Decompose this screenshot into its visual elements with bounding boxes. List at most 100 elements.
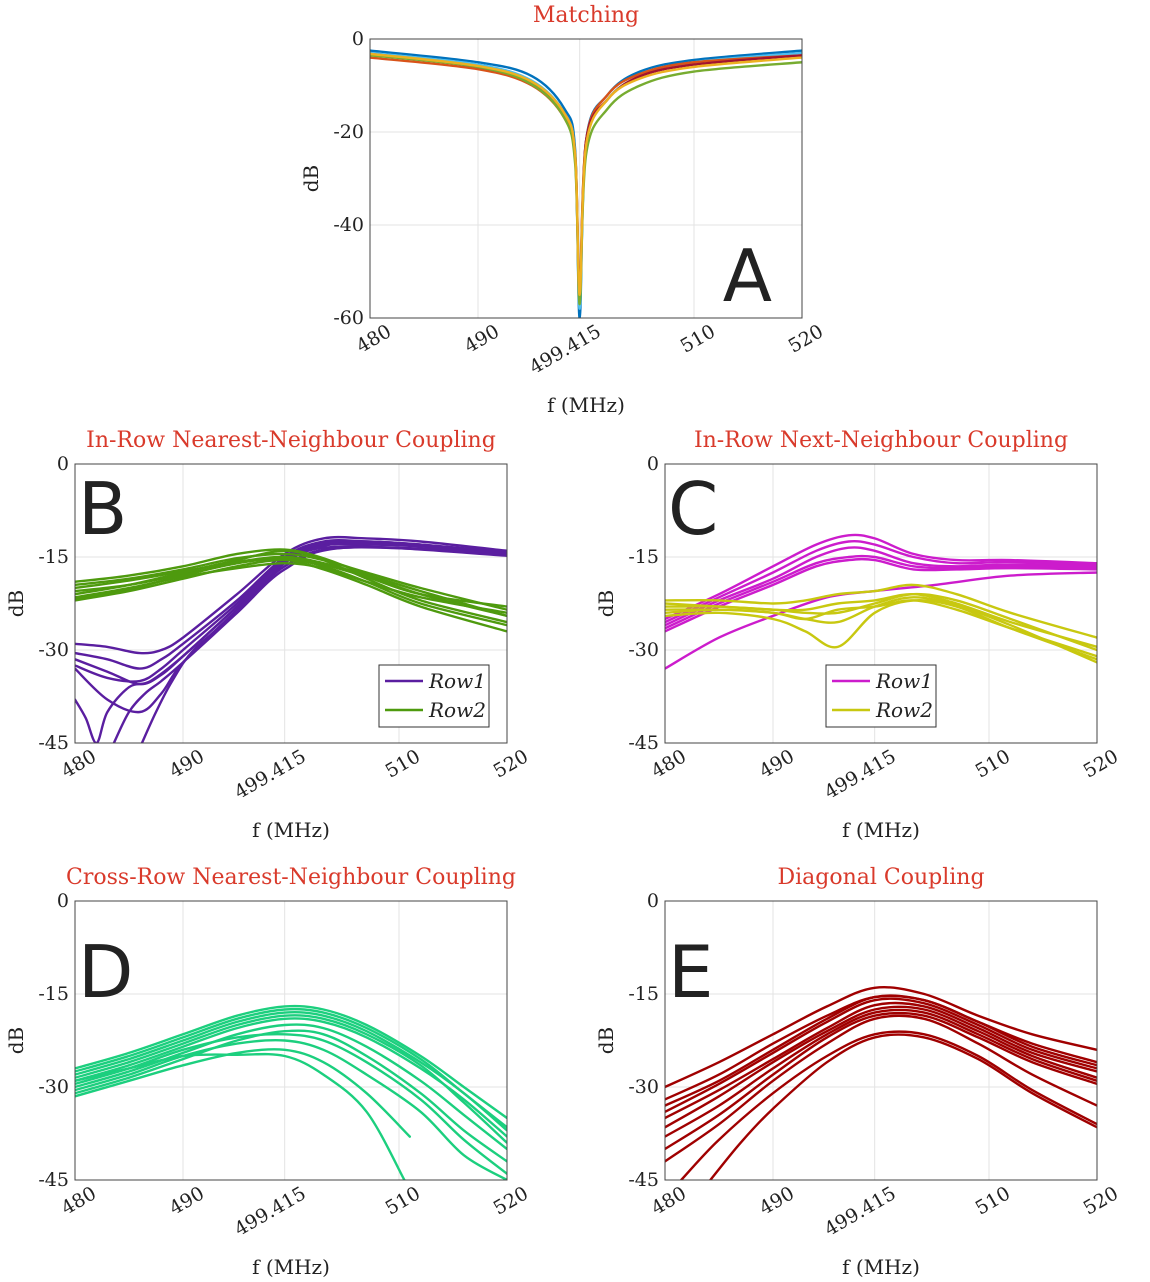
- x-tick-label: 520: [490, 1182, 532, 1219]
- y-tick-label: -15: [38, 546, 69, 568]
- legend-label: Row1: [875, 669, 933, 693]
- y-tick-label: -15: [628, 983, 659, 1005]
- series-group: [665, 986, 1097, 1180]
- series-line-4: [665, 554, 1097, 630]
- series-line-4: [75, 540, 507, 683]
- series-line-10: [709, 1033, 1097, 1180]
- y-tick-label: -15: [628, 546, 659, 568]
- y-axis-label: dB: [4, 1027, 28, 1055]
- series-group: [75, 1004, 507, 1180]
- y-tick-label: -45: [38, 732, 69, 754]
- series-line-12: [75, 558, 507, 633]
- chart-title: Cross-Row Nearest-Neighbour Coupling: [66, 865, 516, 890]
- legend-label: Row2: [875, 698, 933, 722]
- series-line-9: [680, 1030, 1097, 1180]
- series-line-4: [665, 1001, 1097, 1120]
- y-tick-label: 0: [57, 453, 69, 475]
- y-tick-label: 0: [647, 453, 659, 475]
- legend: Row1 Row2: [378, 664, 490, 728]
- chart-title: In-Row Next-Neighbour Coupling: [694, 428, 1068, 453]
- x-tick-label: 510: [382, 745, 424, 782]
- series-line-11: [75, 1052, 406, 1180]
- series-group: [370, 49, 802, 318]
- x-axis-label: f (MHz): [252, 1255, 330, 1279]
- y-axis-label: dB: [4, 590, 28, 618]
- series-line-8: [140, 545, 507, 743]
- series-line-11: [75, 549, 507, 624]
- x-tick-label: 499.415: [231, 745, 310, 803]
- y-tick-label: -30: [38, 639, 69, 661]
- x-tick-label: 490: [756, 745, 798, 782]
- x-tick-label: 510: [382, 1182, 424, 1219]
- y-tick-label: -30: [38, 1076, 69, 1098]
- x-tick-label: 520: [785, 320, 827, 357]
- series-line-10: [75, 1007, 507, 1129]
- legend-box: [825, 664, 937, 728]
- x-tick-label: 499.415: [821, 1182, 900, 1240]
- x-tick-label: 520: [1080, 1182, 1122, 1219]
- panel-letter: E: [668, 930, 714, 1014]
- x-tick-label: 490: [166, 745, 208, 782]
- series-line-15: [75, 548, 507, 618]
- x-tick-label: 510: [972, 745, 1014, 782]
- x-axis-label: f (MHz): [842, 818, 920, 842]
- series-line-5: [665, 1005, 1097, 1129]
- series-line-1: [75, 535, 507, 655]
- panel-letter: D: [78, 930, 133, 1014]
- series-line-5: [370, 54, 802, 306]
- series-line-8: [665, 1014, 1097, 1163]
- series-line-11: [665, 598, 1097, 661]
- y-tick-label: -60: [333, 307, 364, 329]
- legend-label: Row1: [428, 669, 486, 693]
- series-line-9: [75, 1014, 507, 1144]
- series-line-2: [665, 539, 1097, 624]
- y-tick-label: -45: [628, 732, 659, 754]
- series-line-10: [665, 592, 1097, 652]
- y-tick-label: -40: [333, 214, 364, 236]
- series-line-3: [665, 997, 1097, 1113]
- series-line-5: [75, 1029, 507, 1163]
- y-axis-label: dB: [299, 165, 323, 193]
- x-tick-label: 510: [677, 320, 719, 357]
- series-line-3: [665, 546, 1097, 627]
- x-tick-label: 520: [490, 745, 532, 782]
- y-tick-label: -30: [628, 639, 659, 661]
- series-line-12: [665, 596, 1097, 664]
- y-tick-label: -45: [38, 1169, 69, 1191]
- series-line-9: [75, 552, 507, 611]
- x-tick-label: 499.415: [231, 1182, 310, 1240]
- series-line-14: [75, 555, 507, 608]
- series-line-7: [665, 1011, 1097, 1151]
- y-tick-label: 0: [352, 28, 364, 50]
- series-group: [75, 535, 507, 743]
- x-tick-label: 510: [972, 1182, 1014, 1219]
- series-line-11: [665, 994, 1097, 1107]
- chart-title: Matching: [533, 3, 639, 28]
- y-tick-label: -20: [333, 121, 364, 143]
- x-tick-label: 499.415: [821, 745, 900, 803]
- series-line-6: [75, 1032, 507, 1175]
- chart-title: In-Row Nearest-Neighbour Coupling: [86, 428, 496, 453]
- series-line-7: [75, 1038, 507, 1180]
- y-tick-label: -30: [628, 1076, 659, 1098]
- y-tick-label: 0: [647, 890, 659, 912]
- plot-area: [370, 39, 802, 318]
- series-line-5: [665, 557, 1097, 633]
- x-tick-label: 490: [461, 320, 503, 357]
- series-line-8: [75, 1048, 411, 1138]
- panel-letter: B: [78, 467, 127, 551]
- x-tick-label: 490: [166, 1182, 208, 1219]
- legend: Row1 Row2: [825, 664, 937, 728]
- series-line-6: [370, 52, 802, 296]
- chart-title: Diagonal Coupling: [777, 865, 984, 890]
- x-axis-label: f (MHz): [547, 393, 625, 417]
- plot-area: [665, 901, 1097, 1180]
- x-tick-label: 499.415: [526, 320, 605, 378]
- y-tick-label: -45: [628, 1169, 659, 1191]
- x-tick-label: 490: [756, 1182, 798, 1219]
- series-line-7: [665, 583, 1097, 639]
